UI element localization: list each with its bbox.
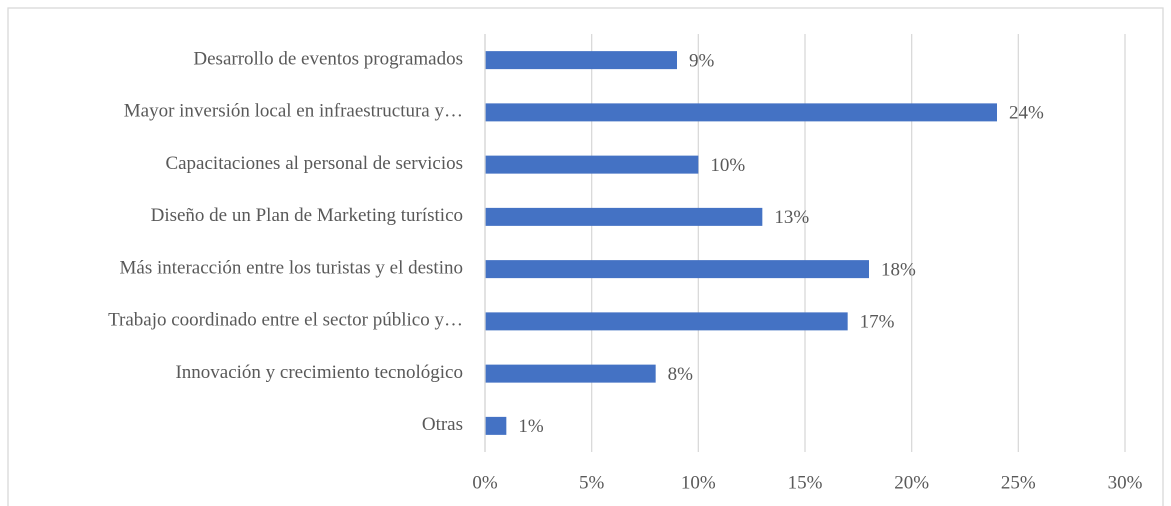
bar — [485, 103, 997, 122]
data-label: 18% — [881, 259, 916, 280]
x-tick-label: 25% — [1001, 472, 1036, 493]
x-tick-label: 10% — [681, 472, 716, 493]
y-tick-label: Más interacción entre los turistas y el … — [120, 257, 464, 278]
y-tick-label: Capacitaciones al personal de servicios — [165, 153, 463, 174]
bar — [485, 51, 677, 70]
bar — [485, 207, 763, 226]
bar — [485, 416, 507, 435]
x-tick-label: 5% — [579, 472, 605, 493]
bar — [485, 364, 656, 383]
data-label: 10% — [710, 155, 745, 176]
y-tick-label: Diseño de un Plan de Marketing turístico — [151, 205, 463, 226]
y-tick-label: Otras — [422, 414, 463, 435]
y-tick-label: Desarrollo de eventos programados — [193, 48, 463, 69]
x-tick-label: 20% — [894, 472, 929, 493]
bar — [485, 155, 699, 174]
bar — [485, 260, 869, 279]
data-label: 13% — [774, 207, 809, 228]
bar — [485, 312, 848, 331]
y-tick-label: Mayor inversión local en infraestructura… — [124, 101, 463, 122]
data-label: 9% — [689, 50, 715, 71]
data-label: 17% — [860, 312, 895, 333]
chart-frame — [7, 7, 1164, 506]
data-label: 8% — [668, 364, 694, 385]
y-tick-label: Innovación y crecimiento tecnológico — [175, 362, 463, 383]
x-tick-label: 15% — [788, 472, 823, 493]
y-tick-label: Trabajo coordinado entre el sector públi… — [108, 310, 463, 331]
x-tick-label: 0% — [472, 472, 498, 493]
data-label: 1% — [518, 416, 544, 437]
x-tick-label: 30% — [1108, 472, 1143, 493]
data-label: 24% — [1009, 103, 1044, 124]
